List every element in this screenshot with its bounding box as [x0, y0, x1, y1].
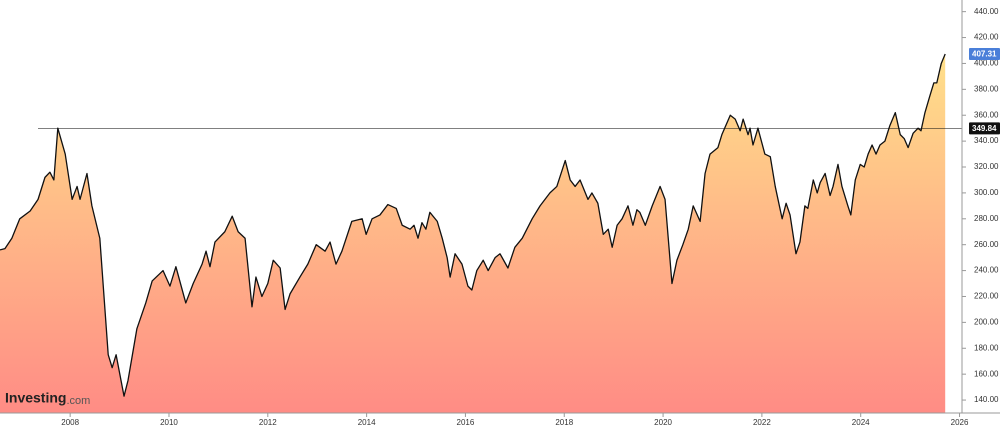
y-tick-label: 140.00 [974, 395, 999, 404]
y-tick-label: 340.00 [974, 136, 999, 145]
y-tick-label: 440.00 [974, 7, 999, 16]
logo-text: Investing [5, 390, 66, 406]
reference-label: 349.84 [972, 124, 997, 133]
y-tick-label: 200.00 [974, 317, 999, 326]
x-tick-label: 2008 [61, 418, 79, 427]
x-tick-label: 2010 [160, 418, 178, 427]
x-tick-label: 2020 [654, 418, 672, 427]
x-tick-label: 2012 [259, 418, 277, 427]
last-value-label: 407.31 [972, 50, 997, 59]
plot-area [0, 53, 962, 413]
y-tick-label: 300.00 [974, 188, 999, 197]
y-tick-label: 260.00 [974, 240, 999, 249]
x-tick-label: 2016 [457, 418, 475, 427]
y-tick-label: 400.00 [974, 59, 999, 68]
y-tick-label: 240.00 [974, 266, 999, 275]
y-tick-label: 380.00 [974, 84, 999, 93]
logo: Investing .com [5, 390, 90, 407]
last-value-label-bg [969, 47, 1000, 60]
x-tick-label: 2022 [753, 418, 771, 427]
y-tick-label: 180.00 [974, 343, 999, 352]
y-tick-label: 360.00 [974, 110, 999, 119]
y-tick-label: 320.00 [974, 162, 999, 171]
x-tick-label: 2014 [358, 418, 376, 427]
area-fill [0, 53, 946, 413]
y-tick-label: 280.00 [974, 214, 999, 223]
y-tick-label: 160.00 [974, 369, 999, 378]
x-tick-label: 2024 [852, 418, 870, 427]
x-tick-label: 2018 [555, 418, 573, 427]
y-tick-label: 420.00 [974, 33, 999, 42]
y-tick-label: 220.00 [974, 292, 999, 301]
reference-label-bg [969, 122, 1000, 135]
logo-suffix: .com [66, 395, 90, 407]
price-line [0, 53, 946, 397]
x-tick-label: 2026 [951, 418, 969, 427]
